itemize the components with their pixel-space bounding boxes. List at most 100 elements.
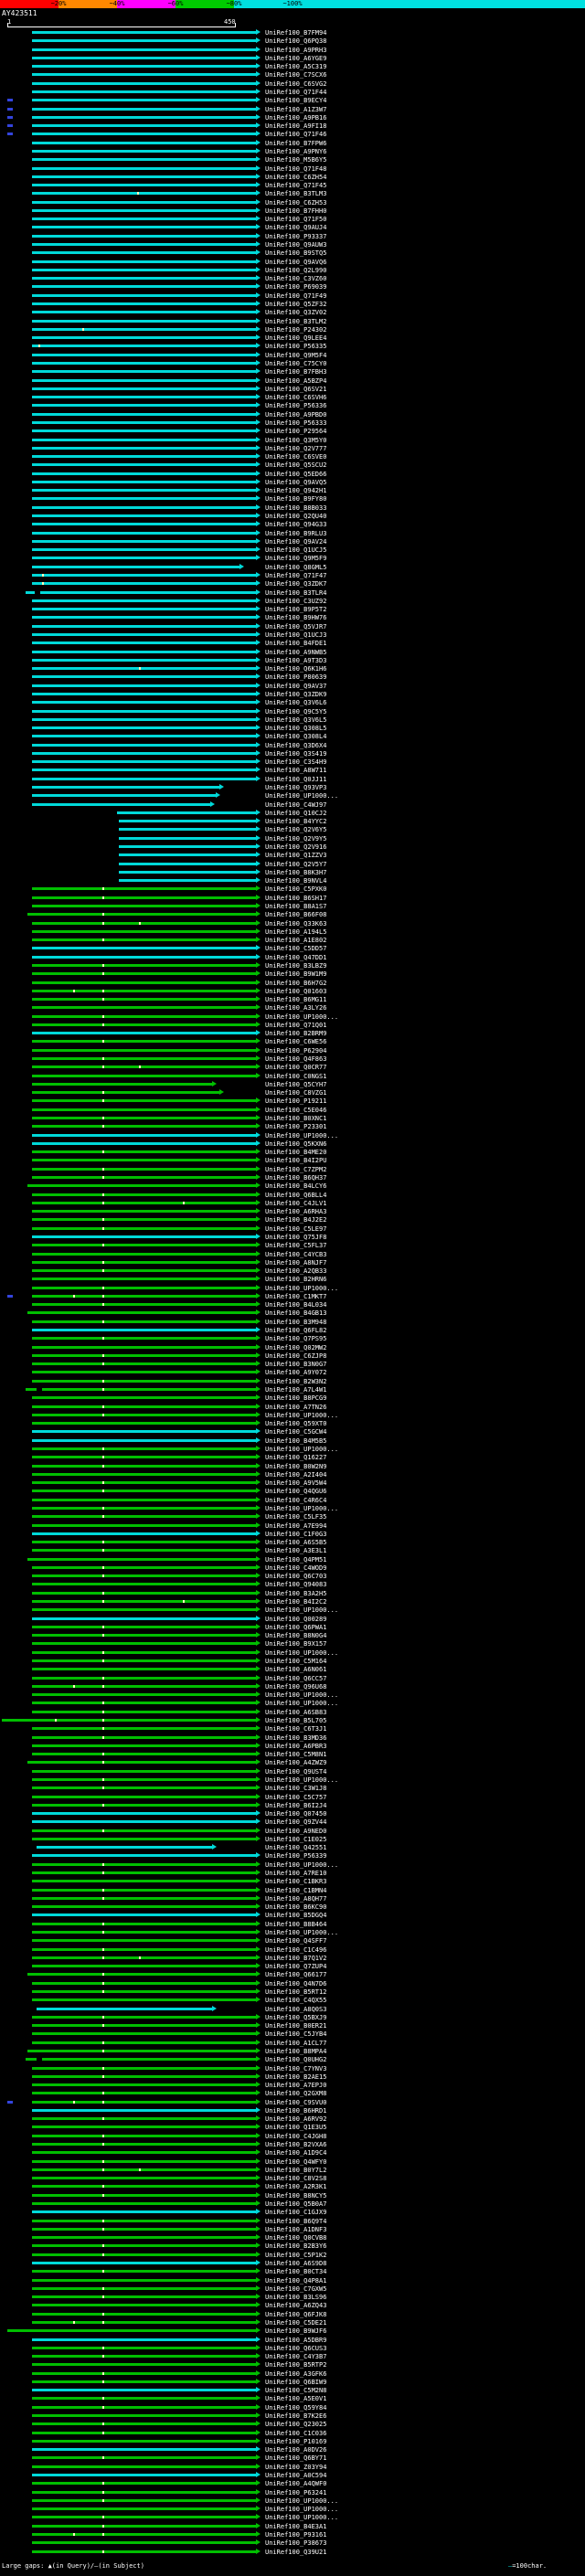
alignment-bar[interactable]: [32, 658, 256, 662]
alignment-bar[interactable]: [32, 904, 256, 907]
hit-label[interactable]: UniRef100_Q2V777: [265, 444, 327, 452]
alignment-bar[interactable]: [32, 1862, 256, 1866]
alignment-bar[interactable]: [32, 327, 256, 331]
hit-label[interactable]: UniRef100_P23301: [265, 1123, 327, 1131]
hit-label[interactable]: UniRef100_Q75JF8: [265, 1233, 327, 1241]
hit-label[interactable]: UniRef100_C3W1J8: [265, 1785, 327, 1793]
alignment-bar[interactable]: [32, 2380, 256, 2383]
alignment-bar[interactable]: [32, 1193, 256, 1196]
hit-label[interactable]: UniRef100_Q00289: [265, 1615, 327, 1623]
hit-label[interactable]: UniRef100_Q7ZUP4: [265, 1963, 327, 1971]
hit-label[interactable]: UniRef100_B4E3A1: [265, 2522, 327, 2530]
hit-label[interactable]: UniRef100_A4ZWZ9: [265, 1759, 327, 1767]
alignment-bar[interactable]: [32, 345, 256, 348]
hit-label[interactable]: UniRef100_A2I404: [265, 1470, 327, 1479]
alignment-bar[interactable]: [32, 1353, 256, 1357]
alignment-bar[interactable]: [117, 811, 256, 814]
alignment-bar[interactable]: [32, 311, 256, 314]
alignment-bar[interactable]: [32, 1048, 256, 1052]
hit-label[interactable]: UniRef100_Q2GXM8: [265, 2090, 327, 2098]
alignment-bar[interactable]: [32, 1108, 256, 1111]
hit-label[interactable]: UniRef100_B4YYC2: [265, 818, 327, 826]
hit-label[interactable]: UniRef100_A6RV92: [265, 2115, 327, 2124]
hit-label[interactable]: UniRef100_A3LY26: [265, 1004, 327, 1012]
hit-label[interactable]: UniRef100_Q23025: [265, 2421, 327, 2429]
hit-label[interactable]: UniRef100_Q6FL82: [265, 1327, 327, 1335]
alignment-bar[interactable]: [32, 1065, 256, 1069]
hit-label[interactable]: UniRef100_C5FL37: [265, 1242, 327, 1250]
hit-label[interactable]: UniRef100_P80639: [265, 673, 327, 682]
alignment-bar[interactable]: [32, 2422, 256, 2426]
hit-label[interactable]: UniRef100_A1DNF3: [265, 2225, 327, 2233]
alignment-bar[interactable]: [32, 2346, 256, 2349]
alignment-bar[interactable]: [32, 2041, 256, 2044]
alignment-bar[interactable]: [32, 1396, 256, 1400]
hit-label[interactable]: UniRef100_Q42551: [265, 1844, 327, 1852]
hit-label[interactable]: UniRef100_UP1000...: [265, 792, 339, 800]
hit-label[interactable]: UniRef100_A0C594: [265, 2472, 327, 2479]
alignment-bar[interactable]: [32, 2389, 256, 2392]
hit-label[interactable]: UniRef100_Z03Y94: [265, 2463, 327, 2471]
alignment-bar[interactable]: [32, 1541, 256, 1544]
hit-label[interactable]: UniRef100_C4WOD9: [265, 1564, 327, 1572]
hit-label[interactable]: UniRef100_C3UZ92: [265, 597, 327, 605]
hit-label[interactable]: UniRef100_UP1000...: [265, 1776, 339, 1784]
alignment-bar[interactable]: [32, 1795, 256, 1798]
hit-label[interactable]: UniRef100_C4YCB3: [265, 1250, 327, 1258]
hit-label[interactable]: UniRef100_Q5VJR7: [265, 622, 327, 631]
alignment-bar[interactable]: [32, 981, 256, 984]
alignment-bar[interactable]: [32, 1880, 256, 1883]
hit-label[interactable]: UniRef100_B9FY80: [265, 495, 327, 504]
hit-label[interactable]: UniRef100_C1BKR3: [265, 1878, 327, 1886]
hit-label[interactable]: UniRef100_B3TLM2: [265, 317, 327, 325]
hit-label[interactable]: UniRef100_Q6BY71: [265, 2454, 327, 2463]
alignment-bar[interactable]: [32, 2498, 256, 2502]
alignment-bar[interactable]: [32, 1837, 256, 1840]
hit-label[interactable]: UniRef100_A7RE10: [265, 1870, 327, 1878]
alignment-bar[interactable]: [32, 794, 216, 798]
hit-label[interactable]: UniRef100_P56333: [265, 419, 327, 427]
hit-label[interactable]: UniRef100_A5C319: [265, 63, 327, 71]
alignment-bar[interactable]: [32, 192, 256, 196]
alignment-bar[interactable]: [32, 692, 256, 695]
alignment-bar[interactable]: [32, 2193, 256, 2197]
alignment-bar[interactable]: [32, 133, 256, 136]
hit-label[interactable]: UniRef100_Q6K1H6: [265, 665, 327, 673]
hit-label[interactable]: UniRef100_Q3ZDK9: [265, 690, 327, 698]
alignment-bar[interactable]: [27, 913, 256, 917]
alignment-bar[interactable]: [27, 1761, 256, 1765]
hit-label[interactable]: UniRef100_Q8GML5: [265, 563, 327, 571]
alignment-bar[interactable]: [32, 1515, 256, 1519]
alignment-bar[interactable]: [32, 1218, 256, 1222]
hit-label[interactable]: UniRef100_UP1000...: [265, 2514, 339, 2522]
alignment-bar[interactable]: [32, 81, 256, 85]
alignment-bar[interactable]: [27, 1311, 256, 1315]
hit-label[interactable]: UniRef100_B8B464: [265, 1920, 327, 1928]
alignment-bar[interactable]: [32, 1565, 256, 1569]
alignment-bar[interactable]: [32, 463, 256, 467]
hit-label[interactable]: UniRef100_C6WE56: [265, 1038, 327, 1046]
alignment-bar[interactable]: [32, 1159, 256, 1162]
hit-label[interactable]: UniRef100_P56335: [265, 343, 327, 351]
hit-label[interactable]: UniRef100_P56339: [265, 1852, 327, 1860]
hit-label[interactable]: UniRef100_A6PBR3: [265, 1742, 327, 1750]
alignment-bar[interactable]: [32, 624, 256, 628]
hit-label[interactable]: UniRef100_A9NED0: [265, 1827, 327, 1835]
hit-label[interactable]: UniRef100_Q6BIW9: [265, 2378, 327, 2386]
hit-label[interactable]: UniRef100_C4JGH8: [265, 2132, 327, 2140]
alignment-bar[interactable]: [32, 446, 256, 450]
alignment-bar[interactable]: [32, 777, 256, 780]
alignment-bar[interactable]: [32, 1235, 256, 1238]
hit-label[interactable]: UniRef100_Q2QU40: [265, 513, 327, 521]
alignment-bar[interactable]: [32, 2541, 256, 2545]
alignment-bar[interactable]: [32, 226, 256, 229]
hit-label[interactable]: UniRef100_A2QB33: [265, 1267, 327, 1276]
alignment-bar[interactable]: [32, 2549, 256, 2553]
hit-label[interactable]: UniRef100_B4FDE1: [265, 640, 327, 648]
hit-label[interactable]: UniRef100_A9Y072: [265, 1369, 327, 1377]
alignment-bar[interactable]: [32, 2439, 256, 2443]
alignment-bar[interactable]: [32, 574, 256, 577]
hit-label[interactable]: UniRef100_A9PBD0: [265, 410, 327, 419]
hit-label[interactable]: UniRef100_A5BZP4: [265, 376, 327, 385]
hit-label[interactable]: UniRef100_C4QX55: [265, 1997, 327, 2005]
